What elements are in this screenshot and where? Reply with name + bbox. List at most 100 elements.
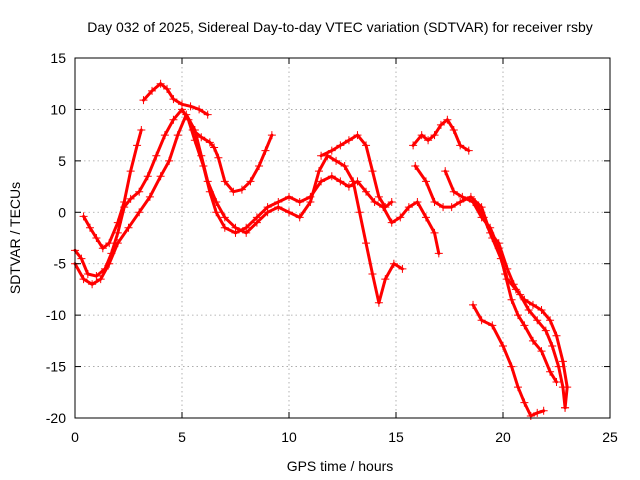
data-point-marker <box>362 239 371 248</box>
y-axis-label: SDTVAR / TECUs <box>7 182 23 294</box>
data-point-marker <box>160 131 169 140</box>
data-point-marker <box>479 213 488 222</box>
data-point-marker <box>524 306 533 314</box>
data-point-marker <box>368 167 377 176</box>
data-point-marker <box>205 138 214 147</box>
data-point-marker <box>511 285 520 294</box>
data-point-marker <box>220 223 229 232</box>
data-point-marker <box>404 203 413 212</box>
data-point-marker <box>528 300 537 309</box>
series-track-d <box>139 79 212 119</box>
y-tick-label: -5 <box>54 256 67 272</box>
data-point-marker <box>456 198 465 206</box>
data-point-marker <box>456 141 465 150</box>
data-point-marker <box>336 177 345 186</box>
data-point-marker <box>317 151 326 160</box>
data-point-marker <box>496 254 505 263</box>
data-point-marker <box>195 105 204 114</box>
data-point-marker <box>552 331 561 340</box>
data-point-marker <box>362 187 371 196</box>
series-track-j <box>471 198 572 412</box>
data-point-marker <box>139 96 148 105</box>
data-point-marker <box>449 126 458 134</box>
y-tick-label: 15 <box>50 50 66 66</box>
data-point-marker <box>520 321 529 330</box>
data-point-marker <box>443 115 452 124</box>
data-point-marker <box>368 270 377 278</box>
data-point-marker <box>203 177 212 186</box>
data-point-marker <box>156 79 165 88</box>
data-point-marker <box>197 133 206 142</box>
data-point-marker <box>554 362 563 371</box>
data-point-marker <box>344 182 353 191</box>
data-point-marker <box>197 151 206 160</box>
data-point-marker <box>355 208 364 217</box>
data-point-marker <box>126 167 135 176</box>
data-point-marker <box>374 298 383 307</box>
data-point-marker <box>169 95 178 104</box>
series-line <box>473 200 569 410</box>
y-tick-label: 10 <box>50 101 66 117</box>
data-point-marker <box>464 146 473 155</box>
data-point-marker <box>306 198 315 206</box>
data-point-marker <box>295 213 304 222</box>
data-point-marker <box>374 192 383 201</box>
data-point-marker <box>169 115 178 124</box>
series-track-h <box>411 162 570 412</box>
data-point-marker <box>105 259 114 268</box>
data-point-marker <box>561 403 570 412</box>
data-point-marker <box>409 141 418 150</box>
data-point-marker <box>548 342 557 350</box>
data-point-marker <box>471 198 480 206</box>
data-point-marker <box>83 270 92 278</box>
data-point-marker <box>499 342 507 350</box>
data-point-marker <box>430 228 439 237</box>
series-track-k <box>469 300 548 420</box>
data-point-marker <box>533 408 542 417</box>
data-point-marker <box>85 223 94 232</box>
data-point-marker <box>340 162 349 170</box>
data-point-marker <box>186 102 195 111</box>
data-point-marker <box>145 192 154 201</box>
data-point-marker <box>417 131 426 140</box>
data-point-marker <box>88 280 97 289</box>
data-point-marker <box>124 223 133 232</box>
data-point-marker <box>558 357 567 366</box>
data-point-marker <box>503 275 512 284</box>
data-point-marker <box>513 383 522 392</box>
grid-lines <box>75 58 610 418</box>
x-tick-label: 0 <box>71 429 79 445</box>
data-point-marker <box>231 223 240 232</box>
data-point-marker <box>163 84 172 93</box>
data-series-layer <box>71 79 572 420</box>
data-point-marker <box>98 244 107 253</box>
data-point-marker <box>137 126 146 134</box>
data-point-marker <box>421 213 430 222</box>
data-point-marker <box>252 218 261 227</box>
y-tick-label: -15 <box>46 359 66 375</box>
data-point-marker <box>246 177 255 186</box>
data-point-marker <box>389 259 398 268</box>
data-point-marker <box>327 146 336 155</box>
data-point-marker <box>212 198 221 206</box>
series-track-b <box>71 110 407 307</box>
data-point-marker <box>92 272 101 281</box>
data-point-marker <box>353 131 362 140</box>
data-point-marker <box>507 362 516 371</box>
data-point-marker <box>447 203 456 212</box>
series-track-e <box>188 126 276 196</box>
data-point-marker <box>285 192 293 201</box>
data-point-marker <box>295 198 304 206</box>
series-line <box>73 113 404 305</box>
data-point-marker <box>398 264 407 273</box>
data-point-marker <box>220 213 229 222</box>
data-point-marker <box>178 100 186 109</box>
data-point-marker <box>274 203 283 212</box>
plot-frame <box>74 57 611 419</box>
data-point-marker <box>135 208 144 217</box>
x-tick-label: 25 <box>602 429 618 445</box>
data-point-marker <box>513 311 522 320</box>
data-point-marker <box>229 187 238 196</box>
data-point-marker <box>126 194 135 203</box>
data-point-marker <box>411 162 420 170</box>
